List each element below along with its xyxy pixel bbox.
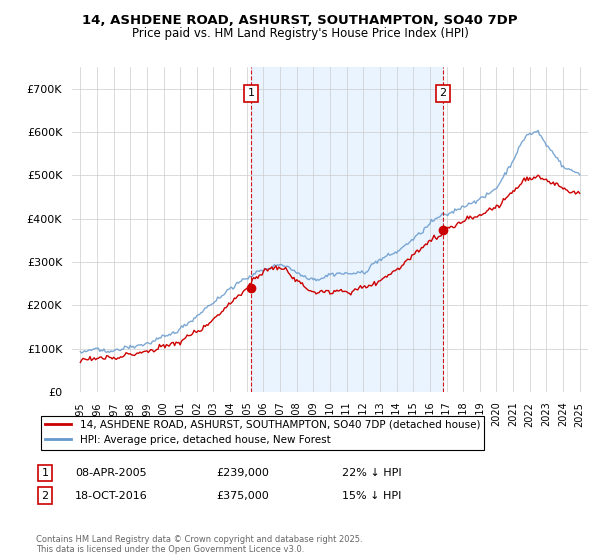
Text: Price paid vs. HM Land Registry's House Price Index (HPI): Price paid vs. HM Land Registry's House … <box>131 27 469 40</box>
Text: 18-OCT-2016: 18-OCT-2016 <box>75 491 148 501</box>
Text: Contains HM Land Registry data © Crown copyright and database right 2025.
This d: Contains HM Land Registry data © Crown c… <box>36 535 362 554</box>
Text: 2: 2 <box>440 88 447 98</box>
Text: 14, ASHDENE ROAD, ASHURST, SOUTHAMPTON, SO40 7DP: 14, ASHDENE ROAD, ASHURST, SOUTHAMPTON, … <box>82 14 518 27</box>
Legend: 14, ASHDENE ROAD, ASHURST, SOUTHAMPTON, SO40 7DP (detached house), HPI: Average : 14, ASHDENE ROAD, ASHURST, SOUTHAMPTON, … <box>41 416 484 450</box>
Text: £375,000: £375,000 <box>216 491 269 501</box>
Text: £239,000: £239,000 <box>216 468 269 478</box>
Text: 1: 1 <box>41 468 49 478</box>
Text: 2: 2 <box>41 491 49 501</box>
Text: 22% ↓ HPI: 22% ↓ HPI <box>342 468 401 478</box>
Text: 1: 1 <box>248 88 255 98</box>
Bar <box>251 67 443 392</box>
Text: 15% ↓ HPI: 15% ↓ HPI <box>342 491 401 501</box>
Text: 08-APR-2005: 08-APR-2005 <box>75 468 146 478</box>
